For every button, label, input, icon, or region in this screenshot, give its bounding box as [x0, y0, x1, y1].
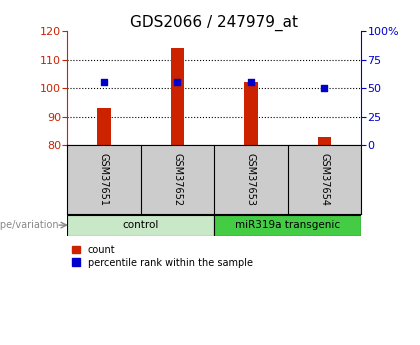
- Bar: [244, 82, 257, 145]
- Point: [248, 80, 255, 85]
- Point: [174, 80, 181, 85]
- Text: GSM37651: GSM37651: [99, 153, 109, 206]
- Point: [101, 80, 108, 85]
- Bar: [97, 108, 110, 145]
- Text: genotype/variation: genotype/variation: [0, 220, 59, 230]
- Title: GDS2066 / 247979_at: GDS2066 / 247979_at: [130, 15, 298, 31]
- FancyBboxPatch shape: [214, 215, 361, 236]
- Text: GSM37653: GSM37653: [246, 153, 256, 206]
- Text: miR319a transgenic: miR319a transgenic: [235, 220, 340, 230]
- Text: GSM37654: GSM37654: [320, 153, 329, 206]
- Text: GSM37652: GSM37652: [173, 153, 182, 206]
- Bar: [318, 137, 331, 145]
- Text: control: control: [123, 220, 159, 230]
- Point: [321, 86, 328, 91]
- FancyBboxPatch shape: [67, 215, 214, 236]
- Bar: [171, 48, 184, 145]
- Legend: count, percentile rank within the sample: count, percentile rank within the sample: [72, 245, 252, 268]
